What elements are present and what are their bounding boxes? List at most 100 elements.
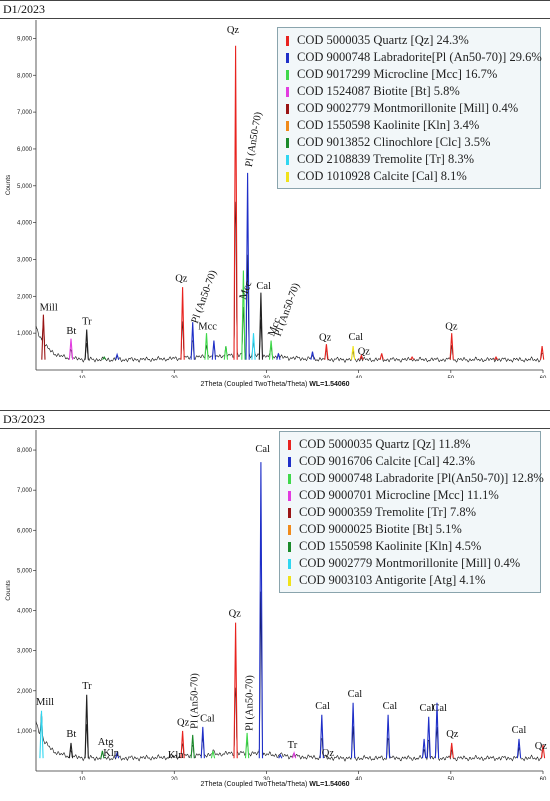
diffraction-peak <box>223 346 229 360</box>
legend-swatch <box>288 439 291 450</box>
diffraction-peak <box>114 750 120 759</box>
x-axis-title: 2Theta (Coupled TwoTheta/Theta) WL=1.540… <box>0 381 550 388</box>
pattern-trace <box>35 591 543 762</box>
x-tick-label: 40 <box>355 376 362 378</box>
diffraction-peak <box>449 742 454 759</box>
legend-d3: COD 5000035 Quartz [Qz] 11.8% COD 9016706… <box>279 431 544 593</box>
legend-swatch <box>288 575 291 586</box>
panel-title: D1/2023 <box>3 2 45 16</box>
diffraction-peak <box>385 714 391 759</box>
xrd-plot-d3: 1,000 2,000 3,000 4,000 5,000 6,000 7,000 8,000… <box>5 430 547 780</box>
diffraction-peak <box>190 734 195 759</box>
x-tick-label: 20 <box>171 777 178 780</box>
legend-label: COD 1550598 Kaolinite [Kln] 3.4% <box>297 118 480 132</box>
legend-swatch <box>288 490 291 501</box>
diffraction-peak <box>324 344 329 360</box>
legend-item: COD 5000035 Quartz [Qz] 24.3% <box>286 32 534 49</box>
legend-swatch <box>286 103 289 114</box>
legend-item: COD 1010928 Calcite [Cal] 8.1% <box>286 168 534 185</box>
legend-label: COD 9000748 Labradorite [Pl(An50-70)] 12… <box>299 471 544 485</box>
legend-swatch <box>288 456 291 467</box>
diffraction-peak <box>258 462 264 759</box>
legend-swatch <box>286 171 289 182</box>
diffraction-peak <box>268 340 274 360</box>
peak-annotation: Qz <box>175 274 188 285</box>
diffraction-peak <box>211 340 217 360</box>
legend-item: COD 9000748 Labradorite[Pl (An50-70)] 29… <box>286 49 542 66</box>
peak-annotation: Tr <box>82 317 92 328</box>
peak-annotation: Qz <box>322 748 335 759</box>
peak-annotation: Qz <box>446 729 459 740</box>
y-tick-label: 7,000 <box>17 488 33 494</box>
legend-item: COD 1550598 Kaolinite [Kln] 4.5% <box>288 538 534 555</box>
panel-title: D3/2023 <box>3 412 45 426</box>
y-tick-label: 6,000 <box>17 528 33 534</box>
y-tick-label: 5,000 <box>17 184 33 190</box>
y-tick-label: 1,000 <box>17 729 33 735</box>
wavelength-label: WL=1.54060 <box>309 381 350 388</box>
peak-annotation: Pl (An50-70) <box>244 111 265 168</box>
diffraction-peak <box>379 353 384 360</box>
legend-item: COD 5000035 Quartz [Qz] 11.8% <box>288 436 534 453</box>
legend-item: COD 9000025 Biotite [Bt] 5.1% <box>288 521 534 538</box>
diffraction-peak <box>190 322 195 360</box>
diffraction-peak <box>350 346 356 360</box>
peak-annotation: Cal <box>255 444 270 455</box>
legend-label: COD 1524087 Biotite [Bt] 5.8% <box>297 84 460 98</box>
diffraction-peak <box>102 356 107 360</box>
diffraction-peak <box>84 329 89 360</box>
legend-swatch <box>288 473 291 484</box>
x-tick-label: 10 <box>79 376 86 378</box>
diffraction-peak <box>233 45 238 360</box>
diffraction-peak <box>200 726 205 759</box>
diffraction-peak <box>210 750 216 759</box>
peak-annotation: Mcc <box>238 279 255 301</box>
x-tick-label: 30 <box>263 777 270 780</box>
legend-item: COD 2108839 Tremolite [Tr] 8.3% <box>286 151 534 168</box>
legend-label: COD 9017299 Microcline [Mcc] 16.7% <box>297 67 498 81</box>
y-tick-label: 7,000 <box>17 110 33 116</box>
legend-swatch <box>286 120 289 131</box>
legend-label: COD 9002779 Montmorillonite [Mill] 0.4% <box>297 101 519 115</box>
legend-swatch <box>288 558 291 569</box>
peak-annotation: Qz <box>445 321 458 332</box>
legend-item: COD 9000748 Labradorite [Pl(An50-70)] 12… <box>288 470 544 487</box>
legend-label: COD 2108839 Tremolite [Tr] 8.3% <box>297 152 474 166</box>
diffraction-peak <box>244 732 250 759</box>
diffraction-peak <box>245 172 250 360</box>
diffraction-peak <box>180 730 185 759</box>
diffraction-peak <box>449 333 454 360</box>
y-tick-label: 6,000 <box>17 147 33 153</box>
peak-annotation: Qz <box>177 718 190 729</box>
legend-label: COD 5000035 Quartz [Qz] 11.8% <box>299 437 471 451</box>
peak-annotation: Qz <box>229 609 242 620</box>
legend-item: COD 9000701 Microcline [Mcc] 11.1% <box>288 487 534 504</box>
y-tick-label: 8,000 <box>17 73 33 79</box>
legend-d1: COD 5000035 Quartz [Qz] 24.3% COD 9000748… <box>277 27 542 189</box>
legend-swatch <box>286 86 289 97</box>
diffraction-peak <box>204 333 209 360</box>
x-tick-label: 10 <box>79 777 86 780</box>
peak-annotation: Qz <box>358 347 371 358</box>
diffraction-peak <box>241 270 246 360</box>
diffraction-peak <box>434 702 440 759</box>
x-axis-title: 2Theta (Coupled TwoTheta/Theta) WL=1.540… <box>0 781 550 788</box>
legend-swatch <box>288 507 291 518</box>
legend-item: COD 9002779 Montmorillonite [Mill] 0.4% <box>288 555 534 572</box>
legend-swatch <box>288 541 291 552</box>
peak-annotation: Cal <box>348 689 363 700</box>
diffraction-peak <box>421 738 427 759</box>
peak-annotation: Pl (An50-70) <box>245 675 256 731</box>
legend-item: COD 9013852 Clinochlore [Clc] 3.5% <box>286 134 534 151</box>
axes: 1,000 2,000 3,000 4,000 5,000 6,000 7,000 8,000… <box>5 430 547 780</box>
legend-item: COD 1524087 Biotite [Bt] 5.8% <box>286 83 534 100</box>
axes: 1,000 2,000 3,000 4,000 5,000 6,000 7,000 8,000… <box>5 20 547 378</box>
peak-annotation: Pl (An50-70) <box>273 281 303 338</box>
peak-annotation: Kln <box>103 748 120 759</box>
peak-annotation: Cal <box>348 332 363 343</box>
y-tick-label: 9,000 <box>17 36 33 42</box>
diffraction-peak <box>276 353 281 360</box>
y-tick-label: 4,000 <box>17 221 33 227</box>
diffraction-peak <box>68 338 74 360</box>
peak-annotation: Bt <box>66 729 76 740</box>
